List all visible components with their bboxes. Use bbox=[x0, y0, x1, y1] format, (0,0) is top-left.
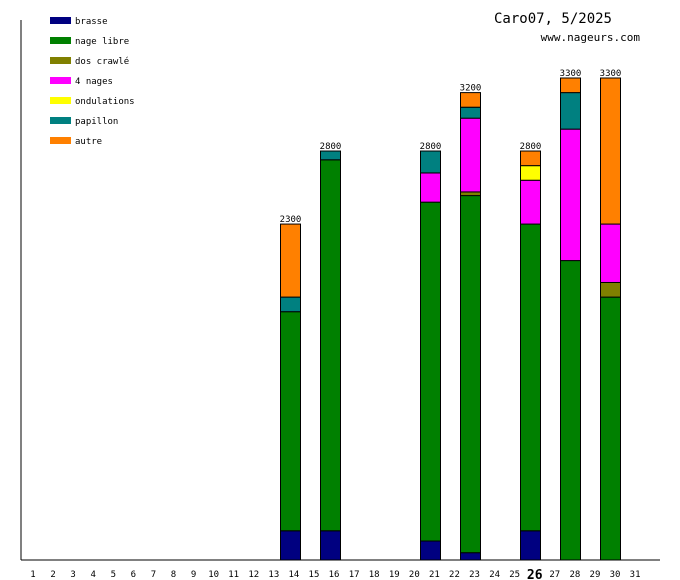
x-tick-label: 2 bbox=[50, 570, 55, 580]
x-tick-label: 5 bbox=[111, 570, 116, 580]
legend-swatch bbox=[50, 17, 71, 24]
bar-segment-4-nages bbox=[460, 117, 481, 193]
bar-segment-dos-crawlé bbox=[600, 281, 621, 298]
x-tick-label: 16 bbox=[329, 570, 340, 580]
legend-swatch bbox=[50, 37, 71, 44]
x-tick-label: 28 bbox=[569, 570, 580, 580]
bar-segment-brasse bbox=[280, 530, 301, 561]
x-tick-label: 12 bbox=[248, 570, 259, 580]
x-tick-label: 7 bbox=[151, 570, 156, 580]
bar-segment-dos-crawlé bbox=[460, 191, 481, 197]
bar-total-label: 2800 bbox=[420, 142, 442, 152]
x-tick-label: 17 bbox=[349, 570, 360, 580]
bar-segment-nage-libre bbox=[460, 195, 481, 554]
x-tick-label: 11 bbox=[228, 570, 239, 580]
bar-segment-brasse bbox=[520, 530, 541, 561]
legend-label: autre bbox=[75, 137, 102, 147]
bar-segment-nage-libre bbox=[560, 260, 581, 561]
legend-label: papillon bbox=[75, 117, 118, 127]
bar-segment-nage-libre bbox=[600, 296, 621, 561]
x-tick-label: 19 bbox=[389, 570, 400, 580]
x-tick-label: 24 bbox=[489, 570, 500, 580]
legend-swatch bbox=[50, 137, 71, 144]
bar-segment-4-nages bbox=[600, 223, 621, 283]
x-tick-label: 4 bbox=[90, 570, 95, 580]
bar-segment-papillon bbox=[560, 92, 581, 130]
bar-total-label: 2300 bbox=[280, 215, 302, 225]
bar-segment-autre bbox=[560, 77, 581, 94]
bar-segment-autre bbox=[520, 150, 541, 167]
bar-total-label: 2800 bbox=[320, 142, 342, 152]
bar-segment-autre bbox=[600, 77, 621, 225]
bar-segment-papillon bbox=[460, 106, 481, 119]
x-tick-label: 3 bbox=[70, 570, 75, 580]
site-url: www.nageurs.com bbox=[541, 31, 641, 44]
x-tick-label: 1 bbox=[30, 570, 35, 580]
x-tick-label: 26 bbox=[527, 568, 543, 580]
x-tick-label: 30 bbox=[610, 570, 621, 580]
x-tick-label: 25 bbox=[509, 570, 520, 580]
x-tick-label: 6 bbox=[131, 570, 136, 580]
bar-segment-4-nages bbox=[420, 172, 441, 203]
x-tick-label: 20 bbox=[409, 570, 420, 580]
legend-swatch bbox=[50, 77, 71, 84]
legend-label: 4 nages bbox=[75, 77, 113, 87]
x-tick-label: 10 bbox=[208, 570, 219, 580]
bar-segment-4-nages bbox=[520, 179, 541, 225]
bar-segment-autre bbox=[460, 92, 481, 108]
x-tick-labels: 1 2 3 4 5 6 7 8 9 10 11 12 13 14 15 16 17 18 19 20 21 22 23 24 2… bbox=[30, 568, 640, 580]
x-tick-label: 18 bbox=[369, 570, 380, 580]
x-tick-label: 27 bbox=[549, 570, 560, 580]
bar-segment-papillon bbox=[320, 150, 341, 161]
legend-label: ondulations bbox=[75, 97, 135, 107]
bar-total-label: 3200 bbox=[460, 84, 482, 94]
bar-segment-brasse bbox=[460, 552, 481, 561]
legend-swatch bbox=[50, 97, 71, 104]
bar-segment-papillon bbox=[280, 296, 301, 313]
bar-total-label: 3300 bbox=[600, 69, 622, 79]
legend-label: brasse bbox=[75, 17, 108, 27]
legend-swatch bbox=[50, 57, 71, 64]
x-tick-label: 14 bbox=[288, 570, 299, 580]
bar-total-label: 2800 bbox=[520, 142, 542, 152]
bar-segment-brasse bbox=[420, 540, 441, 561]
bar-segment-autre bbox=[280, 223, 301, 298]
bar-segment-brasse bbox=[320, 530, 341, 561]
x-tick-label: 21 bbox=[429, 570, 440, 580]
bars: 2300 2800 2800 3200 2800 3300 3300 bbox=[280, 69, 622, 561]
bar-segment-4-nages bbox=[560, 128, 581, 262]
x-tick-label: 22 bbox=[449, 570, 460, 580]
x-tick-label: 9 bbox=[191, 570, 196, 580]
legend-label: nage libre bbox=[75, 37, 129, 47]
bar-segment-nage-libre bbox=[520, 223, 541, 532]
legend-label: dos crawlé bbox=[75, 56, 129, 67]
x-tick-label: 8 bbox=[171, 570, 176, 580]
x-tick-label: 29 bbox=[590, 570, 601, 580]
bar-segment-nage-libre bbox=[280, 311, 301, 532]
bar-segment-ondulations bbox=[520, 165, 541, 181]
bar-total-label: 3300 bbox=[560, 69, 582, 79]
legend: brasse nage libre dos crawlé 4 nages ondulat… bbox=[50, 17, 135, 147]
x-tick-label: 13 bbox=[268, 570, 279, 580]
bar-segment-papillon bbox=[420, 150, 441, 174]
x-tick-label: 31 bbox=[630, 570, 641, 580]
x-tick-label: 15 bbox=[309, 570, 320, 580]
chart-title: Caro07, 5/2025 bbox=[494, 11, 612, 27]
x-tick-label: 23 bbox=[469, 570, 480, 580]
bar-segment-nage-libre bbox=[320, 159, 341, 532]
legend-swatch bbox=[50, 117, 71, 124]
bar-segment-nage-libre bbox=[420, 201, 441, 542]
